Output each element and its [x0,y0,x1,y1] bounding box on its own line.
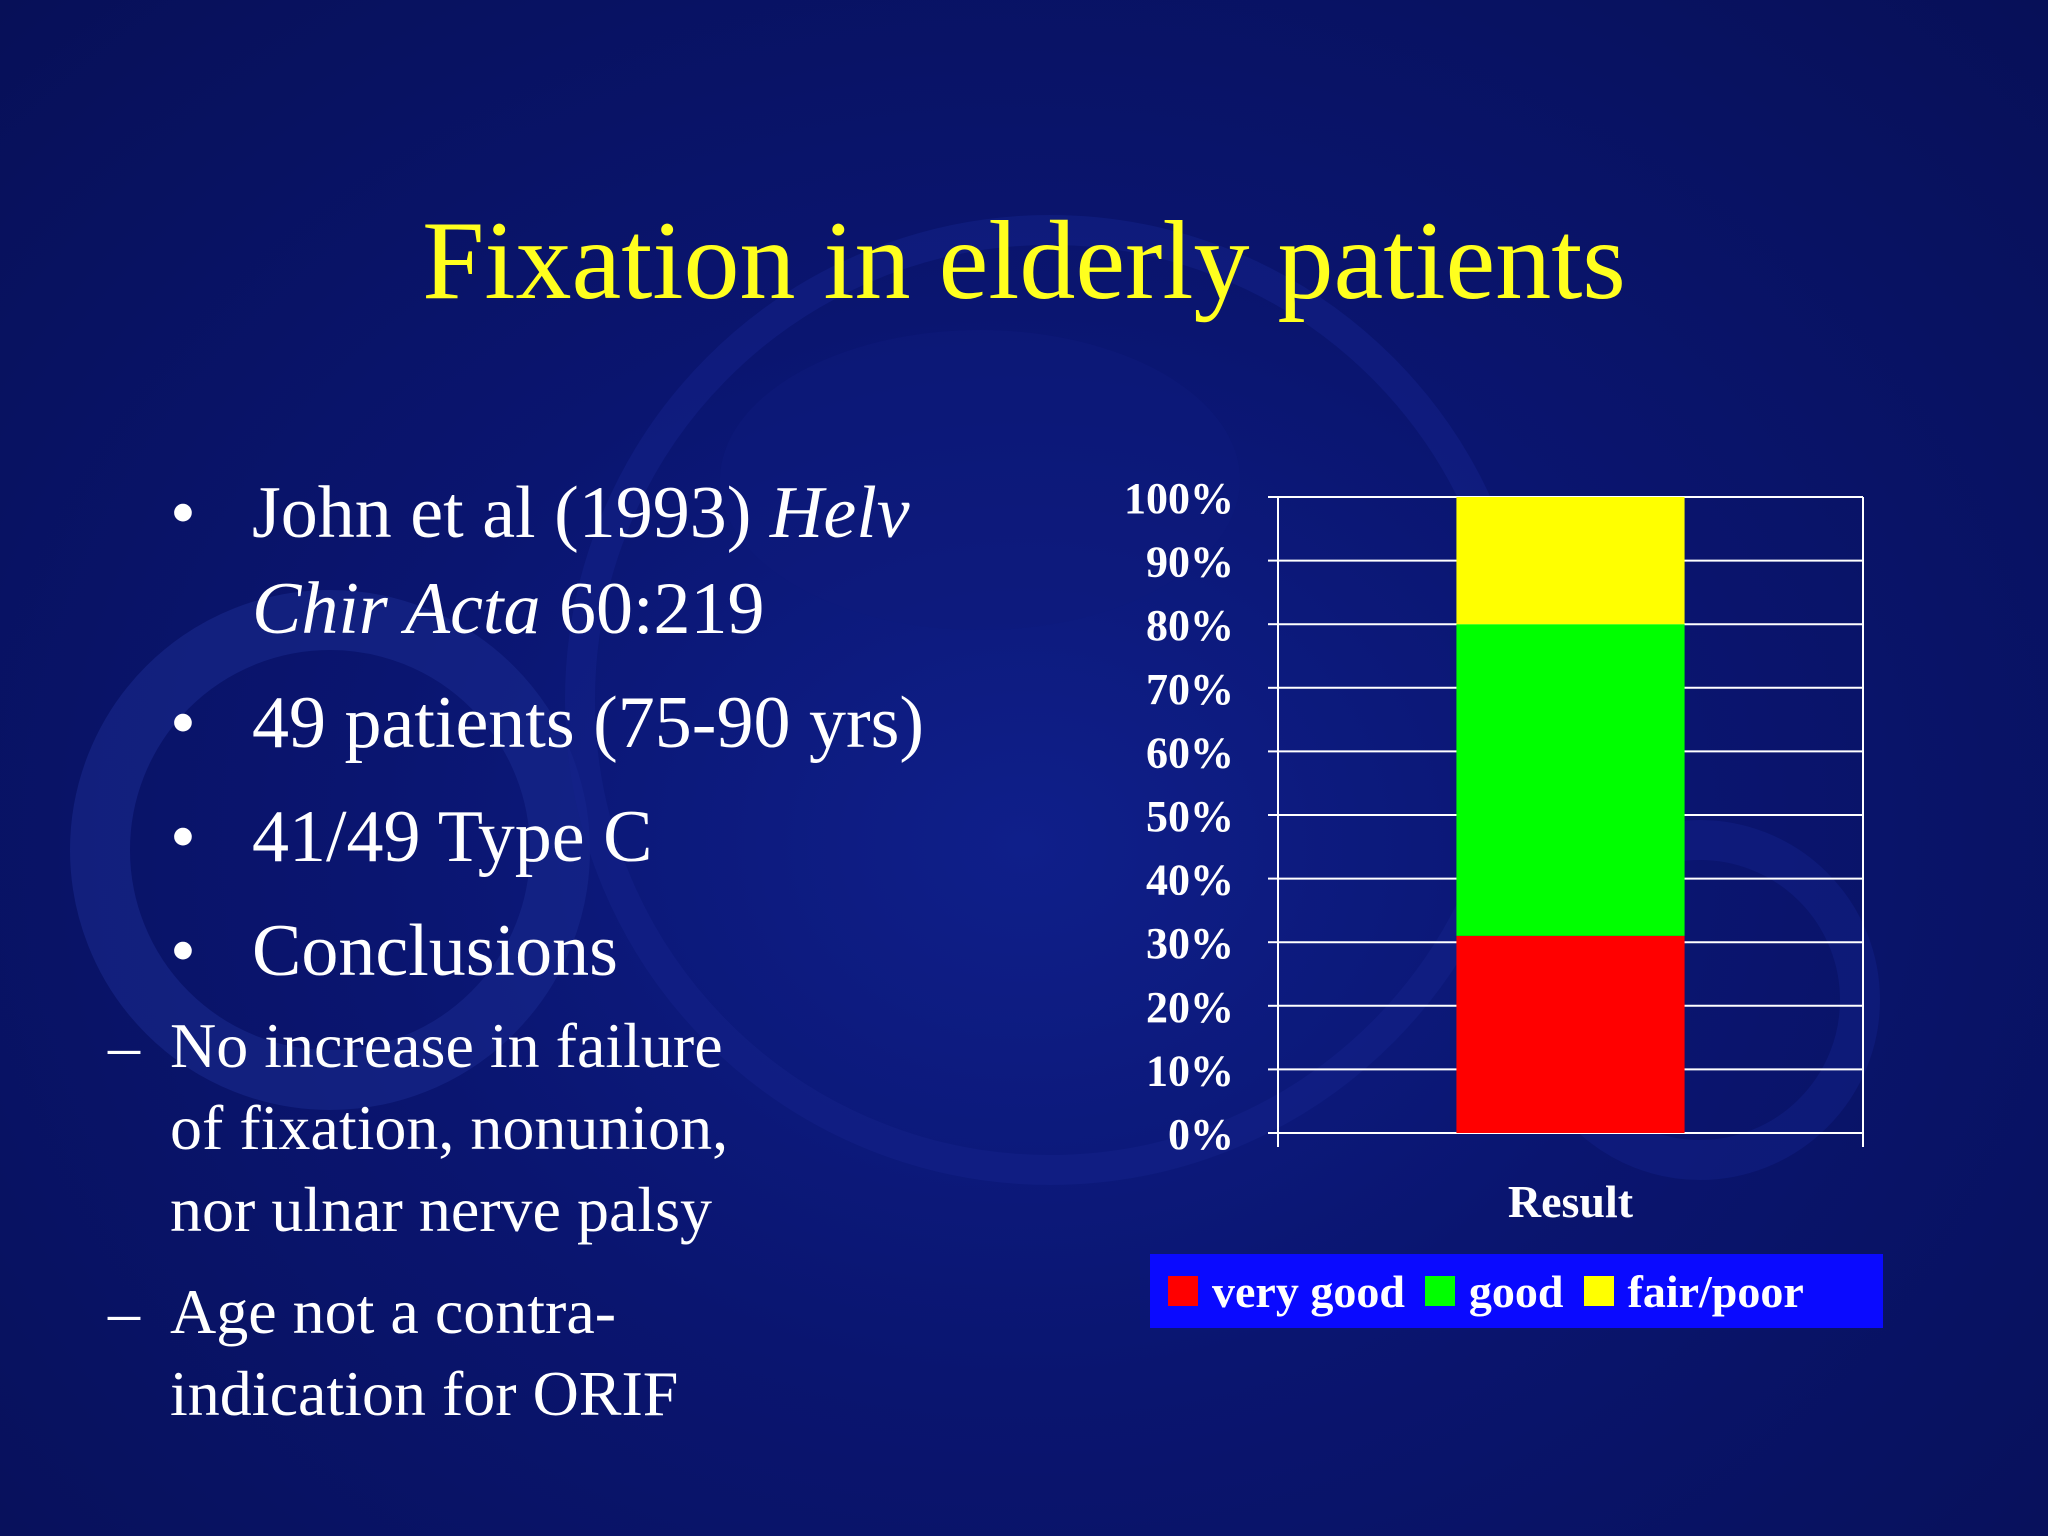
legend-item-very-good: very good [1168,1265,1405,1318]
bullet-glyph: • [170,472,196,554]
bullet-type: • 41/49 Type C [170,789,1050,885]
sub-bullet-no-increase: – No increase in failure of fixation, no… [0,1005,1050,1251]
y-tick-label: 50% [1146,792,1234,841]
sub-line: indication for ORIF [170,1358,679,1429]
bullet-glyph: • [170,796,196,878]
y-tick-label: 0% [1168,1110,1234,1159]
bullet-citation: • John et al (1993) Helv Chir Acta 60:21… [170,465,1050,657]
sub-line: Age not a contra- [170,1276,617,1347]
bar-segment-good [1456,624,1685,936]
bullet-patients: • 49 patients (75-90 yrs) [170,675,1050,771]
chart-legend: very good good fair/poor [1150,1254,1883,1328]
bar-segment-fair-poor [1456,497,1685,625]
sub-line: of fixation, nonunion, [170,1092,729,1163]
y-tick-label: 100% [1124,474,1234,523]
bullet-text: 41/49 Type C [252,796,653,878]
citation-journal-a: Helv [769,472,910,554]
y-tick-label: 60% [1146,728,1234,777]
dash-glyph: – [108,1010,140,1081]
legend-label: very good [1212,1265,1405,1317]
legend-label: good [1468,1265,1564,1317]
y-tick-label: 10% [1146,1046,1234,1095]
y-tick-label: 40% [1146,856,1234,905]
sub-line: nor ulnar nerve palsy [170,1174,713,1245]
bullet-glyph: • [170,682,196,764]
bullet-list: • John et al (1993) Helv Chir Acta 60:21… [108,465,1050,1455]
sub-line: No increase in failure [170,1010,723,1081]
legend-item-good: good [1424,1265,1564,1318]
bar-segment-very-good [1456,935,1685,1133]
legend-swatch-good [1424,1276,1455,1306]
x-axis-category-label: Result [1508,1176,1634,1227]
dash-glyph: – [108,1276,140,1347]
bullet-text: Conclusions [252,910,618,992]
legend-item-fair-poor: fair/poor [1583,1265,1804,1318]
legend-label: fair/poor [1627,1265,1804,1317]
legend-swatch-fair-poor [1583,1276,1614,1306]
y-tick-label: 70% [1146,665,1234,714]
y-tick-label: 30% [1146,919,1234,968]
slide-title: Fixation in elderly patients [422,199,1626,323]
citation-authors: John et al (1993) [252,472,770,554]
sub-bullet-age: – Age not a contra- indication for ORIF [0,1271,1050,1435]
citation-journal-b: Chir Acta [252,568,541,650]
y-tick-label: 80% [1146,601,1234,650]
citation-volume: 60:219 [540,568,765,650]
bullet-conclusions: • Conclusions [170,903,1050,999]
y-tick-label: 90% [1146,538,1234,587]
y-tick-label: 20% [1146,983,1234,1032]
legend-swatch-very-good [1168,1276,1198,1306]
bullet-text: 49 patients (75-90 yrs) [252,682,925,764]
bullet-glyph: • [170,910,196,992]
